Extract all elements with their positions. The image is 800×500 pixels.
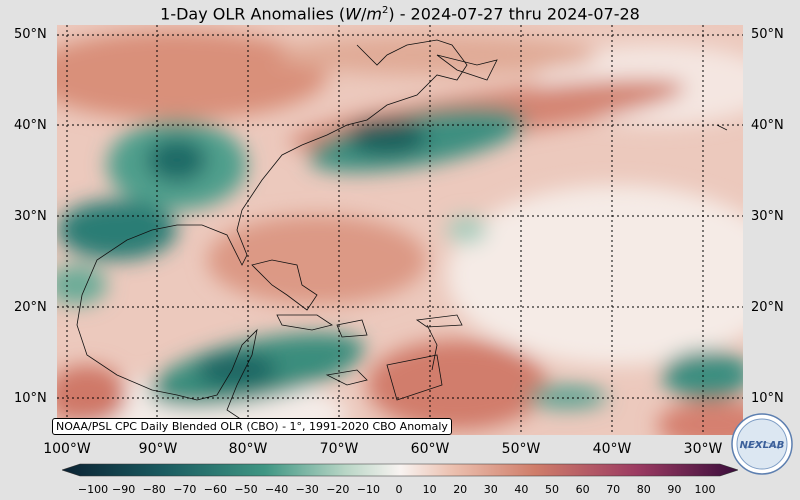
colorbar-tick-label: 0 — [395, 483, 403, 496]
colorbar-tick-label: −90 — [111, 483, 136, 496]
colorbar-tick-label: −10 — [356, 483, 380, 496]
colorbar-tick-label: 10 — [422, 483, 437, 496]
colorbar-tick-label: 70 — [606, 483, 621, 496]
lat-label-30n-right: 30°N — [751, 209, 784, 224]
map-title: 1-Day OLR Anomalies (W/m2) - 2024-07-27 … — [160, 4, 640, 24]
nexlab-logo: NEXLAB — [731, 413, 793, 475]
colorbar-tick-label: −100 — [77, 483, 109, 496]
colorbar-tick-label: 80 — [636, 483, 651, 496]
lat-label-20n-left: 20°N — [14, 300, 47, 315]
colorbar-tick-label: 100 — [694, 483, 716, 496]
olr-anomaly-map — [57, 25, 743, 435]
colorbar-tick-label: −60 — [203, 483, 227, 496]
lon-label-70w: 70°W — [319, 441, 359, 457]
lat-label-20n-right: 20°N — [751, 300, 784, 315]
colorbar-tick-label: 20 — [453, 483, 468, 496]
colorbar-tick-label: −80 — [142, 483, 166, 496]
colorbar-tick-label: −40 — [264, 483, 289, 496]
lon-label-50w: 50°W — [501, 441, 541, 457]
lon-label-90w: 90°W — [138, 441, 178, 457]
colorbar-tick-label: −50 — [234, 483, 258, 496]
colorbar-tick-label: 40 — [514, 483, 529, 496]
lon-label-80w: 80°W — [228, 441, 268, 457]
lat-label-50n-left: 50°N — [14, 27, 47, 42]
colorbar-tick-label: 50 — [545, 483, 559, 496]
colorbar-tick-label: −20 — [326, 483, 350, 496]
colorbar-tick-label: 30 — [483, 483, 498, 496]
colorbar-tick-label: 90 — [667, 483, 682, 496]
lat-label-10n-left: 10°N — [14, 391, 47, 406]
lat-label-50n-right: 50°N — [751, 27, 784, 42]
colorbar-tick-label: −70 — [173, 483, 197, 496]
lat-label-40n-right: 40°N — [751, 118, 784, 133]
logo-text: NEXLAB — [740, 440, 785, 451]
lon-label-40w: 40°W — [592, 441, 632, 457]
lon-label-100w: 100°W — [43, 441, 91, 457]
lat-label-10n-right: 10°N — [751, 391, 784, 406]
colorbar-tick-label: 60 — [575, 483, 590, 496]
lon-label-30w: 30°W — [683, 441, 723, 457]
colorbar — [62, 463, 738, 477]
lon-label-60w: 60°W — [410, 441, 450, 457]
colorbar-tick-label: −30 — [295, 483, 319, 496]
lat-label-40n-left: 40°N — [14, 118, 47, 133]
lat-label-30n-left: 30°N — [14, 209, 47, 224]
data-source-credit: NOAA/PSL CPC Daily Blended OLR (CBO) - 1… — [52, 418, 452, 435]
